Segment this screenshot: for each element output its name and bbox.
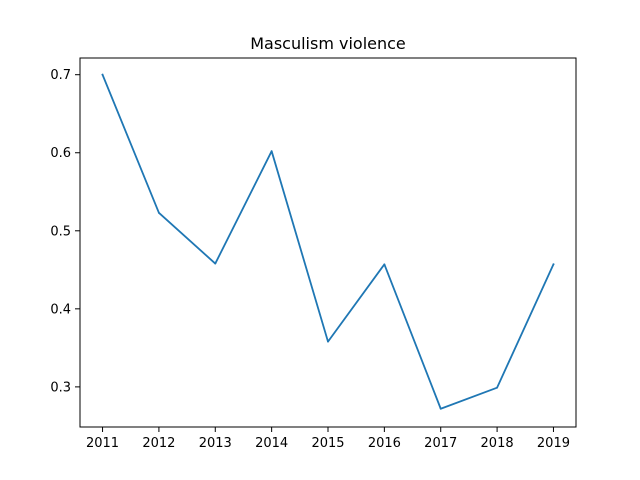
x-tick-label: 2018 <box>481 436 514 451</box>
x-tick-label: 2017 <box>424 436 457 451</box>
data-point <box>553 263 555 265</box>
y-tick-label: 0.3 <box>50 380 71 395</box>
data-point <box>496 387 498 389</box>
x-tick-label: 2011 <box>86 436 119 451</box>
y-tick-label: 0.4 <box>50 302 71 317</box>
data-point <box>327 341 329 343</box>
y-tick-label: 0.5 <box>50 224 71 239</box>
x-tick-label: 2013 <box>199 436 232 451</box>
y-tick-label: 0.6 <box>50 146 71 161</box>
data-point <box>440 408 442 410</box>
data-point <box>383 263 385 265</box>
data-point <box>214 263 216 265</box>
x-tick-label: 2019 <box>537 436 570 451</box>
y-tick-label: 0.7 <box>50 68 71 83</box>
x-tick-label: 2016 <box>368 436 401 451</box>
data-point <box>102 74 104 76</box>
x-tick-label: 2014 <box>255 436 288 451</box>
x-tick-label: 2015 <box>311 436 344 451</box>
x-tick-label: 2012 <box>142 436 175 451</box>
chart-title: Masculism violence <box>250 34 406 53</box>
data-point <box>271 150 273 152</box>
data-point <box>158 212 160 214</box>
